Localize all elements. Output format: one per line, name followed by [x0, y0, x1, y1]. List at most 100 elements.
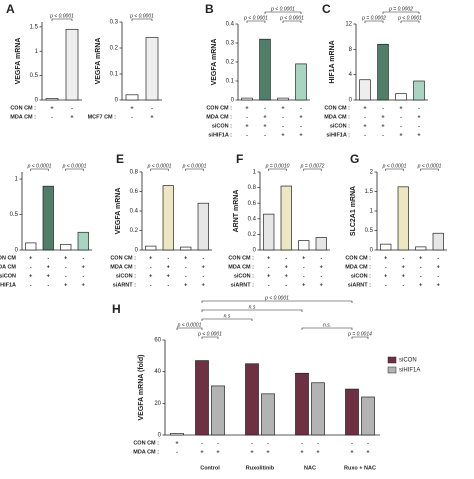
y-tick-label: 0	[349, 98, 353, 104]
condition-sign: +	[320, 282, 323, 288]
bar	[415, 246, 427, 251]
condition-sign: -	[285, 255, 287, 261]
significance-bracket	[176, 327, 203, 330]
condition-sign: -	[301, 440, 303, 446]
condition-label: CON CM :	[10, 105, 36, 111]
condition-label: CON CM	[0, 255, 16, 261]
y-tick-label: 0	[15, 248, 19, 254]
significance-bracket	[364, 20, 384, 23]
condition-sign: -	[202, 273, 204, 279]
condition-sign: -	[251, 440, 253, 446]
significance-bracket	[201, 309, 303, 312]
p-value: p < 0.0001	[49, 13, 74, 19]
condition-sign: -	[131, 114, 133, 120]
condition-sign: +	[302, 255, 305, 261]
bar	[145, 37, 159, 101]
condition-label: CON CM :	[133, 440, 159, 446]
condition-label: MDA CM :	[110, 264, 136, 270]
p-value: p < 0.0001	[177, 322, 202, 328]
y-axis-label: VEGFA mRNA	[211, 39, 218, 86]
y-axis-label: VEGFA mRNA (fold)	[138, 355, 145, 421]
condition-sign: +	[267, 255, 270, 261]
y-tick-label: 1	[15, 177, 19, 183]
condition-sign: +	[250, 449, 253, 455]
condition-sign: +	[47, 264, 50, 270]
condition-sign: +	[150, 114, 153, 120]
condition-label: CON CM :	[206, 105, 232, 111]
bar	[65, 28, 79, 101]
x-category-label: Control	[200, 465, 220, 471]
condition-sign: -	[385, 264, 387, 270]
condition-sign: +	[299, 114, 302, 120]
condition-sign: -	[267, 440, 269, 446]
condition-sign: +	[47, 273, 50, 279]
significance-bracket	[264, 11, 302, 14]
condition-sign: +	[266, 449, 269, 455]
p-value: n.s.	[323, 322, 331, 328]
significance-bracket	[201, 336, 219, 339]
condition-sign: -	[317, 440, 319, 446]
bar	[432, 232, 444, 251]
condition-sign: +	[263, 123, 266, 129]
bar	[361, 396, 375, 436]
y-axis-label: VEGFA mRNA	[115, 188, 122, 235]
bar	[162, 185, 174, 251]
condition-label: MDA CM :	[228, 264, 254, 270]
significance-bracket	[51, 18, 73, 21]
condition-sign: +	[267, 273, 270, 279]
condition-label: siCON :	[234, 273, 254, 279]
y-tick-label: 20	[154, 401, 161, 407]
condition-label: MDA CM :	[133, 449, 159, 455]
condition-sign: -	[282, 114, 284, 120]
condition-sign: +	[399, 105, 402, 111]
condition-sign: -	[246, 114, 248, 120]
condition-sign: +	[175, 440, 178, 446]
y-tick-label: 0	[35, 98, 39, 104]
y-tick-label: 8	[349, 47, 353, 53]
bar	[170, 433, 184, 436]
condition-sign: -	[420, 273, 422, 279]
bar	[298, 240, 310, 251]
condition-sign: -	[150, 264, 152, 270]
condition-sign: +	[263, 114, 266, 120]
condition-sign: -	[246, 132, 248, 138]
y-tick-label: 0.2	[130, 228, 139, 234]
bar	[395, 93, 407, 101]
condition-sign: +	[202, 282, 205, 288]
y-tick-label: 0	[135, 248, 139, 254]
panel-label: F	[236, 152, 243, 166]
condition-label: MDA CM :	[324, 114, 350, 120]
significance-bracket	[282, 20, 302, 23]
condition-sign: -	[303, 264, 305, 270]
condition-sign: +	[366, 449, 369, 455]
condition-sign: +	[149, 273, 152, 279]
condition-sign: -	[437, 273, 439, 279]
y-tick-label: 0.4	[226, 22, 235, 28]
condition-sign: -	[30, 282, 32, 288]
bar	[197, 202, 209, 251]
condition-sign: -	[400, 123, 402, 129]
condition-sign: -	[264, 132, 266, 138]
bar	[195, 360, 209, 436]
p-value: n.s	[249, 304, 256, 310]
condition-label: siARNT :	[231, 282, 254, 288]
y-tick-label: 1.5	[30, 24, 39, 30]
p-value: p = 0.0072	[300, 163, 325, 169]
condition-sign: +	[384, 255, 387, 261]
y-tick-label: 60	[154, 338, 161, 344]
condition-sign: +	[167, 273, 170, 279]
p-value: p < 0.0001	[147, 163, 172, 169]
condition-sign: +	[381, 114, 384, 120]
y-tick-label: 0.1	[226, 79, 235, 85]
condition-sign: -	[201, 440, 203, 446]
bar	[45, 98, 59, 101]
condition-sign: +	[184, 255, 187, 261]
y-tick-label: 0	[115, 98, 119, 104]
condition-sign: +	[437, 282, 440, 288]
significance-bracket	[303, 168, 322, 171]
condition-sign: +	[285, 273, 288, 279]
condition-sign: +	[245, 105, 248, 111]
y-tick-label: 0.5	[30, 73, 39, 79]
condition-sign: -	[150, 282, 152, 288]
